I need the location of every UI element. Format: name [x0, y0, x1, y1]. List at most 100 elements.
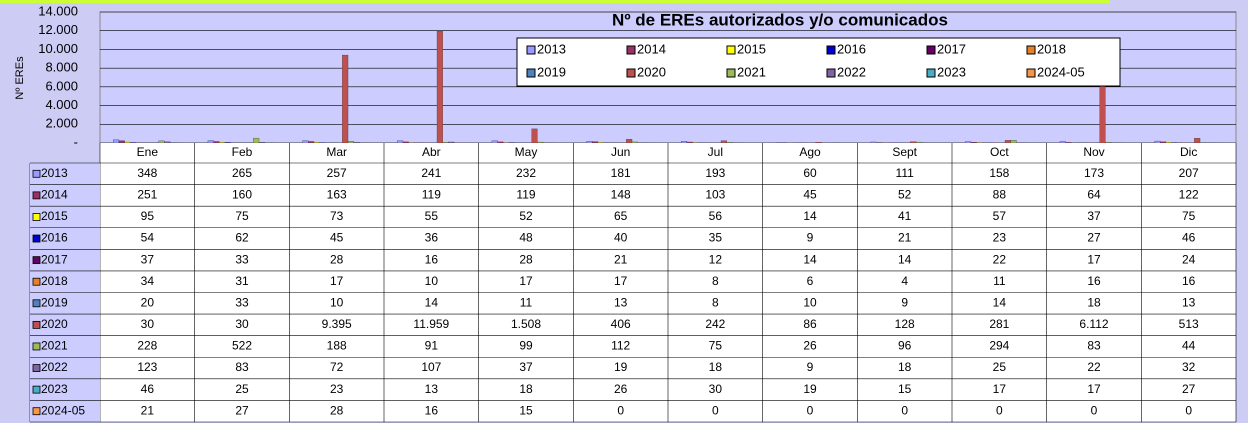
table-cell: 123 — [137, 360, 157, 374]
x-tick-label: Sept — [892, 145, 917, 159]
table-cell: 12 — [709, 252, 723, 266]
table-cell: 17 — [1087, 252, 1101, 266]
bar — [302, 140, 309, 144]
table-cell: 107 — [421, 360, 441, 374]
table-cell: 44 — [1182, 339, 1196, 353]
bar — [113, 139, 120, 144]
table-cell: 294 — [989, 339, 1009, 353]
table-cell: 57 — [993, 209, 1007, 223]
table-cell: 46 — [141, 382, 155, 396]
bar — [253, 137, 260, 144]
table-cell: 207 — [1179, 166, 1199, 180]
bar — [308, 141, 315, 144]
legend-swatch — [1026, 68, 1036, 78]
table-cell: 73 — [330, 209, 344, 223]
table-cell: 32 — [1182, 360, 1196, 374]
y-axis-label: Nº EREs — [14, 56, 26, 100]
legend-label: 2014 — [637, 41, 666, 56]
table-cell: 8 — [712, 295, 719, 309]
bar — [118, 140, 125, 144]
table-cell: 16 — [1182, 274, 1196, 288]
bar — [597, 142, 604, 144]
table-cell: 27 — [1087, 231, 1101, 245]
row-header-bg — [30, 227, 100, 250]
row-header-bg — [30, 357, 100, 379]
table-cell: 18 — [709, 360, 723, 374]
bar — [537, 141, 544, 144]
table-cell: 119 — [422, 188, 441, 202]
bar — [497, 141, 504, 144]
table-cell: 30 — [141, 317, 155, 331]
row-header-bg — [30, 206, 100, 228]
table-cell: 99 — [519, 339, 533, 353]
table-cell: 22 — [993, 252, 1007, 266]
table-cell: 28 — [330, 252, 344, 266]
table-cell: 17 — [614, 274, 628, 288]
table-cell: 241 — [421, 166, 441, 180]
bar — [408, 142, 415, 144]
table-cell: 9 — [807, 231, 814, 245]
table-swatch — [32, 234, 41, 243]
bar — [219, 142, 226, 144]
table-cell: 21 — [614, 252, 628, 266]
top-strip — [0, 0, 1110, 3]
x-tick-label: Ago — [799, 145, 821, 159]
legend-swatch — [626, 68, 636, 78]
table-cell: 228 — [137, 339, 157, 353]
table-cell: 37 — [1087, 209, 1101, 223]
bar — [1194, 138, 1201, 144]
table-cell: 10 — [803, 295, 817, 309]
table-cell: 158 — [989, 166, 1009, 180]
bar — [1010, 140, 1017, 144]
table-cell: 14 — [803, 252, 817, 266]
table-cell: 119 — [516, 188, 535, 202]
table-cell: 522 — [232, 339, 252, 353]
bar — [258, 142, 265, 144]
table-cell: 188 — [327, 339, 347, 353]
row-header-bg — [30, 249, 100, 271]
bar — [158, 140, 165, 144]
table-cell: 24 — [1182, 252, 1196, 266]
table-cell: 20 — [141, 295, 155, 309]
table-cell: 26 — [614, 382, 628, 396]
bar — [313, 142, 320, 144]
table-cell: 11 — [520, 295, 533, 309]
row-header-bg — [30, 335, 100, 358]
table-cell: 0 — [712, 403, 719, 417]
chart-title: Nº de EREs autorizados y/o comunicados — [612, 10, 948, 29]
bar — [531, 128, 538, 144]
bar — [397, 140, 404, 144]
bar — [592, 141, 599, 144]
table-cell: 36 — [425, 231, 439, 245]
table-cell: 6 — [807, 274, 814, 288]
bar — [970, 142, 977, 144]
row-header-bg — [30, 184, 100, 207]
bar — [586, 141, 593, 144]
row-header-bg — [30, 314, 100, 336]
table-cell: 112 — [611, 339, 630, 353]
bar — [130, 142, 137, 144]
table-cell: 25 — [993, 360, 1007, 374]
table-cell: 232 — [516, 166, 536, 180]
table-cell: 75 — [235, 209, 249, 223]
table-cell: 83 — [235, 360, 249, 374]
bar — [213, 141, 220, 144]
row-header-bg — [30, 378, 100, 401]
legend-label: 2020 — [637, 64, 666, 79]
table-cell: 128 — [895, 317, 915, 331]
table-cell: 10 — [330, 295, 344, 309]
x-tick-label: Dic — [1180, 145, 1197, 159]
table-cell: 513 — [1179, 317, 1199, 331]
table-cell: 18 — [1087, 295, 1101, 309]
legend-swatch — [826, 45, 836, 55]
bar — [631, 141, 638, 144]
table-cell: 0 — [1185, 403, 1192, 417]
table-cell: 10 — [425, 274, 439, 288]
legend-label: 2022 — [837, 64, 866, 79]
bar — [436, 30, 443, 144]
row-header-bg — [30, 270, 100, 293]
table-cell: 75 — [1182, 209, 1196, 223]
row-label: 2018 — [41, 274, 68, 288]
legend-swatch — [526, 68, 536, 78]
table-cell: 163 — [327, 188, 347, 202]
